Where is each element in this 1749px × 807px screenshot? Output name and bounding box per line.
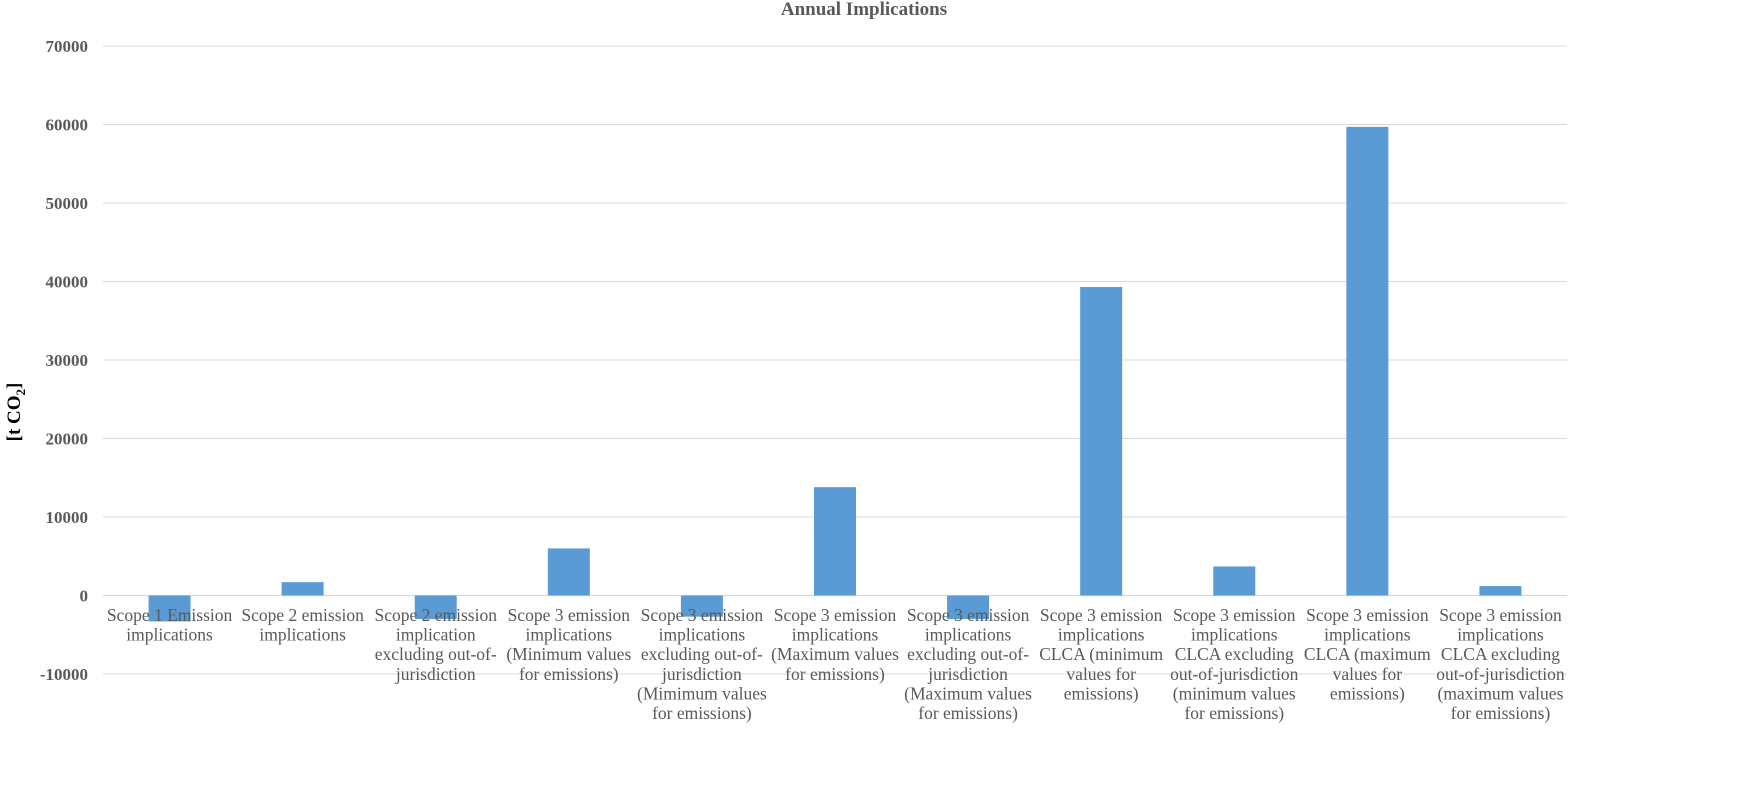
- bar: [1479, 586, 1522, 596]
- x-tick-label-line: (minimum values: [1173, 683, 1296, 703]
- bar: [547, 548, 590, 596]
- x-tick-label-line: values for: [1066, 664, 1136, 684]
- x-tick-label-line: Scope 3 emission: [641, 605, 764, 625]
- y-axis-label-main: [t CO: [4, 395, 25, 441]
- y-tick-label: 60000: [46, 116, 89, 135]
- x-tick-label-line: Scope 3 emission: [774, 605, 897, 625]
- x-tick-label-line: implications: [1457, 625, 1544, 645]
- x-tick-label-line: Scope 2 emission: [374, 605, 497, 625]
- x-tick-label-line: Scope 3 emission: [1040, 605, 1163, 625]
- bar: [947, 595, 990, 620]
- x-tick-label-line: jurisdiction: [927, 664, 1008, 684]
- x-tick-label-line: jurisdiction: [661, 664, 742, 684]
- x-tick-label: Scope 3 emission implications excluding ou…: [904, 605, 1032, 723]
- x-tick-label: Scope 2 emission implications: [241, 605, 364, 645]
- x-tick-label: Scope 3 emission implications (Minimum val…: [506, 605, 631, 684]
- x-tick-label-line: Scope 3 emission: [508, 605, 631, 625]
- y-axis-label: [t CO2]: [4, 383, 28, 442]
- x-tick-label: Scope 3 emission implications CLCA (minimu…: [1039, 605, 1163, 703]
- x-tick-label-line: Scope 3 emission: [1306, 605, 1429, 625]
- x-tick-label: Scope 3 emission implications CLCA excludi…: [1170, 605, 1299, 723]
- x-tick-label-line: Scope 3 emission: [1439, 605, 1562, 625]
- x-tick-label-line: CLCA (maximum: [1304, 644, 1431, 664]
- x-tick-label-line: values for: [1333, 664, 1403, 684]
- x-tick-label: Scope 3 emission implications (Maximum val…: [771, 605, 899, 684]
- y-tick-label: 10000: [46, 508, 89, 527]
- x-tick-label-line: implications: [259, 625, 346, 645]
- bar: [814, 487, 856, 596]
- x-tick-label: Scope 3 emission implications CLCA excludi…: [1436, 605, 1565, 723]
- y-tick-label: 20000: [46, 430, 89, 449]
- y-tick-label: 30000: [46, 351, 89, 370]
- x-tick-label-line: for emissions): [652, 703, 752, 723]
- y-axis-label-subscript: 2: [13, 389, 28, 396]
- x-tick-label-line: CLCA (minimum: [1039, 644, 1163, 664]
- bars: [148, 126, 1522, 622]
- bar: [1213, 566, 1256, 596]
- x-tick-label-line: (Minimum values: [506, 644, 631, 664]
- x-tick-label-line: implications: [792, 625, 879, 645]
- x-tick-label-line: (Maximum values: [771, 644, 899, 664]
- x-tick-label: Scope 1 Emission implications: [107, 605, 233, 645]
- x-tick-label-line: emissions): [1064, 683, 1139, 703]
- x-tick-label: Scope 3 emission implications CLCA (maximu…: [1304, 605, 1431, 703]
- y-tick-label: 70000: [46, 37, 89, 56]
- x-tick-label-line: Scope 2 emission: [241, 605, 364, 625]
- bar: [1080, 286, 1123, 596]
- x-tick-label-line: implications: [1324, 625, 1411, 645]
- x-tick-label-line: excluding out-of-: [375, 644, 497, 664]
- bar: [1346, 126, 1389, 596]
- y-tick-label: 40000: [46, 273, 89, 292]
- x-tick-label-line: implications: [1191, 625, 1278, 645]
- y-tick-labels: -10000 0 10000 20000 30000 40000 50000 60000 700…: [40, 37, 88, 684]
- bar: [680, 595, 723, 617]
- y-tick-label: -10000: [40, 665, 88, 684]
- x-tick-label-line: implications: [659, 625, 746, 645]
- bar: [281, 582, 324, 596]
- x-tick-label-line: implications: [126, 625, 213, 645]
- x-tick-label-line: out-of-jurisdiction: [1436, 664, 1565, 684]
- x-tick-label-line: (maximum values: [1438, 683, 1564, 703]
- x-tick-label-line: Scope 3 emission: [907, 605, 1030, 625]
- x-tick-label-line: implications: [526, 625, 613, 645]
- x-tick-label-line: excluding out-of-: [907, 644, 1029, 664]
- x-tick-label-line: (Maximum values: [904, 683, 1032, 703]
- x-tick-label-line: for emissions): [1451, 703, 1551, 723]
- x-tick-label-line: Scope 3 emission: [1173, 605, 1296, 625]
- y-tick-label: 50000: [46, 194, 89, 213]
- x-tick-label-line: for emissions): [1184, 703, 1284, 723]
- x-tick-label-line: for emissions): [519, 664, 619, 684]
- x-tick-label-line: CLCA excluding: [1441, 644, 1560, 664]
- chart-title: Annual Implications: [781, 0, 947, 20]
- bar: [148, 595, 191, 622]
- x-tick-label-line: for emissions): [918, 703, 1018, 723]
- x-tick-label-line: excluding out-of-: [641, 644, 763, 664]
- x-tick-label-line: out-of-jurisdiction: [1170, 664, 1299, 684]
- x-tick-label-line: jurisdiction: [395, 664, 476, 684]
- y-tick-label: 0: [80, 587, 89, 606]
- x-tick-label: Scope 2 emission implication excluding out…: [374, 605, 497, 684]
- x-tick-label-line: CLCA excluding: [1175, 644, 1294, 664]
- x-tick-label: Scope 3 emission implications excluding ou…: [637, 605, 767, 723]
- x-tick-label-line: implications: [1058, 625, 1145, 645]
- x-tick-label-line: implications: [925, 625, 1012, 645]
- gridlines: [103, 45, 1567, 675]
- x-tick-label-line: implication: [396, 625, 476, 645]
- x-tick-label-line: for emissions): [785, 664, 885, 684]
- bar: [414, 595, 457, 620]
- x-tick-label-line: emissions): [1330, 683, 1405, 703]
- y-axis-label-end: ]: [4, 383, 25, 389]
- x-tick-label-line: Scope 1 Emission: [107, 605, 233, 625]
- x-tick-label-line: (Mimimum values: [637, 683, 767, 703]
